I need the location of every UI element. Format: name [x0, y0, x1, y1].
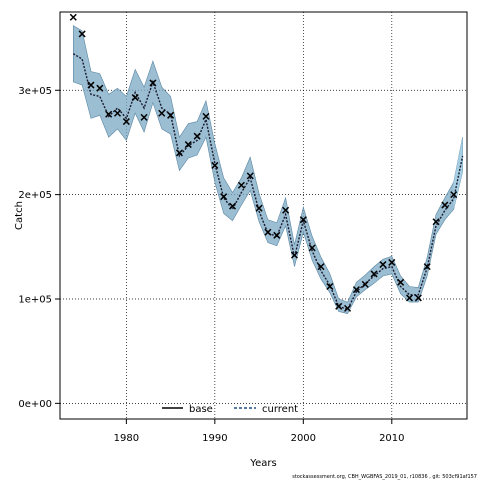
x-tick-label: 2010: [379, 433, 404, 444]
y-tick-label: 2e+05: [18, 190, 52, 201]
base-point: [317, 263, 325, 271]
base-point: [264, 228, 272, 236]
base-point: [237, 181, 245, 189]
base-point: [211, 161, 219, 169]
base-point: [167, 111, 175, 119]
base-point: [122, 118, 130, 126]
base-point: [432, 218, 440, 226]
base-point: [282, 206, 290, 214]
base-point: [96, 84, 104, 92]
base-point: [388, 258, 396, 266]
base-point: [423, 263, 431, 271]
x-tick-label: 1990: [202, 433, 227, 444]
base-point: [202, 112, 210, 120]
base-point: [229, 202, 237, 210]
base-point: [379, 261, 387, 269]
y-tick-label: 3e+05: [18, 86, 52, 97]
y-tick-label: 0e+00: [18, 399, 52, 410]
base-point: [87, 81, 95, 89]
base-point: [299, 216, 307, 224]
base-point: [335, 302, 343, 310]
base-point: [140, 113, 148, 121]
base-point: [370, 270, 378, 278]
base-point: [175, 149, 183, 157]
legend-current-label: current: [262, 404, 298, 415]
base-point: [158, 109, 166, 117]
base-point: [361, 280, 369, 288]
y-tick-label: 1e+05: [18, 294, 52, 305]
base-point: [352, 286, 360, 294]
base-point: [450, 191, 458, 199]
base-point: [246, 172, 254, 180]
current-confidence-band: [73, 25, 463, 314]
base-point: [131, 94, 139, 102]
footnote: stockassessment.org, CBH_WGBFAS_2019_01,…: [292, 474, 477, 480]
base-point: [326, 282, 334, 290]
grid-layer: [60, 12, 467, 419]
base-point: [397, 278, 405, 286]
base-point: [69, 13, 77, 21]
plot-frame: [59, 11, 468, 420]
base-point: [273, 231, 281, 239]
base-point: [255, 204, 263, 212]
axis-layer: 1980 1990 2000 2010 0e+00 1e+05 2e+05 3e+05: [18, 86, 404, 444]
base-point: [344, 304, 352, 312]
base-point: [441, 201, 449, 209]
base-point: [149, 79, 157, 87]
base-point: [414, 294, 422, 302]
x-axis-title: Years: [249, 458, 276, 469]
base-point: [184, 141, 192, 149]
base-point: [290, 251, 298, 259]
x-tick-label: 1980: [114, 433, 139, 444]
y-axis-title: Catch: [14, 201, 25, 230]
legend: base current: [162, 404, 298, 415]
base-point: [105, 110, 113, 118]
legend-base-label: base: [189, 404, 213, 415]
base-point: [308, 244, 316, 252]
series-point-layer: [69, 13, 458, 312]
base-point: [113, 109, 122, 117]
base-point: [78, 30, 86, 38]
x-tick-label: 2000: [291, 433, 316, 444]
base-point: [220, 193, 228, 201]
base-point: [193, 132, 201, 140]
base-point: [405, 294, 414, 302]
